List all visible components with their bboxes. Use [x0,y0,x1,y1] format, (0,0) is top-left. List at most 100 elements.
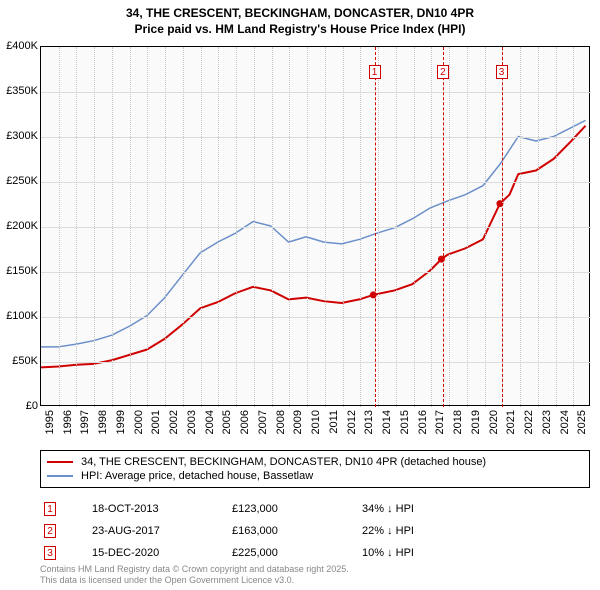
x-axis-tick-label: 2013 [363,410,375,434]
gridline-vertical [289,47,290,407]
legend-label-hpi: HPI: Average price, detached house, Bass… [81,470,313,482]
gridline-vertical [272,47,273,407]
gridline-vertical [467,47,468,407]
gridline-horizontal [41,317,591,318]
sale-delta: 10% ↓ HPI [362,547,472,559]
x-axis-tick-label: 2022 [523,410,535,434]
sale-marker-box: 2 [44,524,56,538]
gridline-vertical [254,47,255,407]
x-axis-tick-label: 1996 [62,410,74,434]
gridline-vertical [449,47,450,407]
y-axis-tick-label: £400K [6,40,38,52]
x-axis-tick-label: 2008 [275,410,287,434]
y-axis-tick-label: £250K [6,175,38,187]
x-axis-tick-label: 1999 [115,410,127,434]
sale-marker-box: 3 [44,546,56,560]
gridline-vertical [183,47,184,407]
footer-line-1: Contains HM Land Registry data © Crown c… [40,564,349,575]
x-axis-tick-label: 2002 [168,410,180,434]
series-line-price_paid [41,126,586,368]
x-axis-tick-label: 2009 [292,410,304,434]
gridline-vertical [76,47,77,407]
x-axis-tick-label: 2014 [381,410,393,434]
gridline-horizontal [41,227,591,228]
sales-row: 3 15-DEC-2020 £225,000 10% ↓ HPI [40,542,590,564]
gridline-vertical [396,47,397,407]
gridline-vertical [218,47,219,407]
gridline-vertical [343,47,344,407]
sales-row: 2 23-AUG-2017 £163,000 22% ↓ HPI [40,520,590,542]
footer-attribution: Contains HM Land Registry data © Crown c… [40,564,349,586]
sale-marker-box: 2 [437,65,449,79]
y-axis-tick-label: £0 [26,400,38,412]
chart-container: 34, THE CRESCENT, BECKINGHAM, DONCASTER,… [0,0,600,590]
x-axis-tick-label: 2011 [328,410,340,434]
y-axis-tick-label: £200K [6,220,38,232]
gridline-horizontal [41,182,591,183]
gridline-vertical [556,47,557,407]
gridline-vertical [307,47,308,407]
sale-delta: 34% ↓ HPI [362,503,472,515]
gridline-vertical [201,47,202,407]
chart-plot-area: 1 2 3 [40,46,590,406]
legend-swatch-hpi [47,475,73,477]
x-axis-tick-label: 2010 [310,410,322,434]
legend-label-price-paid: 34, THE CRESCENT, BECKINGHAM, DONCASTER,… [81,456,486,468]
x-axis-tick-label: 2023 [541,410,553,434]
sale-delta: 22% ↓ HPI [362,525,472,537]
gridline-vertical [236,47,237,407]
x-axis-tick-label: 2003 [186,410,198,434]
sale-marker-box: 1 [369,65,381,79]
gridline-vertical [520,47,521,407]
gridline-vertical [485,47,486,407]
sale-price: £163,000 [232,525,362,537]
x-axis-tick-label: 2004 [204,410,216,434]
gridline-vertical [59,47,60,407]
gridline-vertical [130,47,131,407]
chart-svg [41,47,589,405]
gridline-vertical [360,47,361,407]
sale-point-dot [438,256,445,263]
legend-item-hpi: HPI: Average price, detached house, Bass… [47,469,583,483]
gridline-horizontal [41,92,591,93]
legend: 34, THE CRESCENT, BECKINGHAM, DONCASTER,… [40,450,590,488]
gridline-vertical [431,47,432,407]
x-axis-tick-label: 2015 [399,410,411,434]
series-line-hpi [41,120,586,346]
gridline-vertical [94,47,95,407]
gridline-vertical [538,47,539,407]
x-axis-tick-label: 2016 [417,410,429,434]
x-axis-tick-label: 2001 [150,410,162,434]
x-axis-tick-label: 2005 [221,410,233,434]
sales-table: 1 18-OCT-2013 £123,000 34% ↓ HPI 2 23-AU… [40,498,590,564]
x-axis-tick-label: 2020 [488,410,500,434]
gridline-horizontal [41,362,591,363]
sale-marker-line [502,47,503,407]
sale-price: £123,000 [232,503,362,515]
x-axis-tick-label: 2025 [576,410,588,434]
sale-marker-line [375,47,376,407]
x-axis-tick-label: 2006 [239,410,251,434]
sale-price: £225,000 [232,547,362,559]
y-axis-tick-label: £350K [6,85,38,97]
x-axis-tick-label: 1995 [44,410,56,434]
x-axis-tick-label: 2000 [133,410,145,434]
sale-date: 15-DEC-2020 [92,547,232,559]
sale-marker-box: 3 [496,65,508,79]
gridline-vertical [573,47,574,407]
chart-title: 34, THE CRESCENT, BECKINGHAM, DONCASTER,… [0,0,600,37]
gridline-vertical [165,47,166,407]
y-axis-tick-label: £300K [6,130,38,142]
x-axis-tick-label: 2017 [434,410,446,434]
gridline-vertical [112,47,113,407]
x-axis-tick-label: 2007 [257,410,269,434]
x-axis-tick-label: 2018 [452,410,464,434]
title-line-1: 34, THE CRESCENT, BECKINGHAM, DONCASTER,… [0,6,600,22]
x-axis-tick-label: 2024 [559,410,571,434]
y-axis-tick-label: £150K [6,265,38,277]
gridline-vertical [414,47,415,407]
gridline-horizontal [41,272,591,273]
x-axis-tick-label: 2021 [505,410,517,434]
x-axis-tick-label: 1998 [97,410,109,434]
legend-item-price-paid: 34, THE CRESCENT, BECKINGHAM, DONCASTER,… [47,455,583,469]
